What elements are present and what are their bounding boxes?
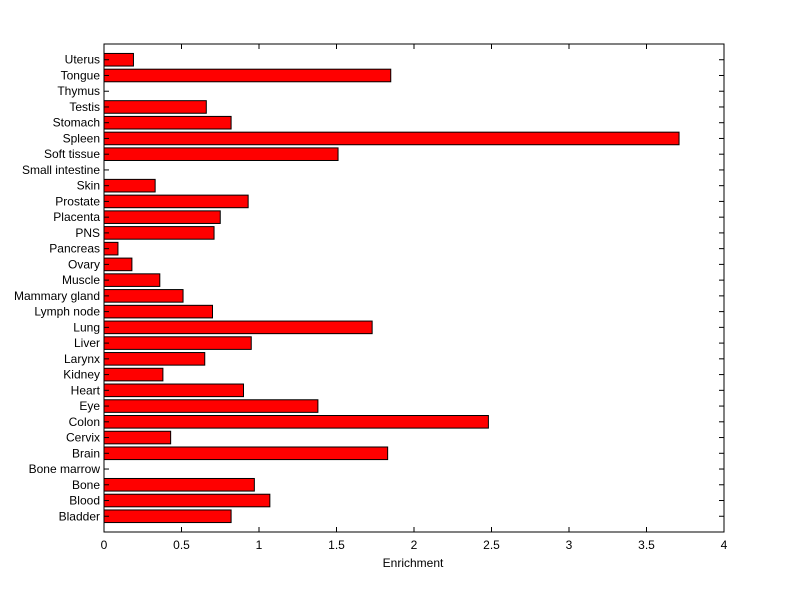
y-tick-label: Brain	[72, 446, 100, 460]
y-tick-label: Ovary	[68, 257, 100, 271]
bar-bone	[103, 477, 255, 492]
bar-mammary-gland	[103, 289, 184, 303]
bar-prostate	[103, 194, 249, 209]
bar-kidney	[103, 367, 164, 382]
y-tick-label: PNS	[75, 226, 100, 240]
y-tick-label: Prostate	[55, 194, 100, 208]
bar-soft-tissue	[103, 147, 339, 161]
y-tick-label: Larynx	[64, 352, 100, 366]
y-tick-label: Muscle	[62, 273, 100, 287]
x-tick-label: 3	[566, 538, 573, 552]
x-tick-label: 2.5	[483, 538, 500, 552]
x-tick-label: 1	[256, 538, 263, 552]
y-tick-label: Testis	[69, 100, 100, 114]
y-tick-label: Lung	[73, 320, 100, 334]
y-tick-label: Placenta	[53, 210, 100, 224]
x-tick-label: 4	[721, 538, 728, 552]
bar-testis	[103, 100, 207, 114]
y-tick-label: Stomach	[53, 116, 100, 130]
bar-liver	[103, 336, 252, 350]
y-tick-label: Thymus	[57, 84, 100, 98]
x-tick-label: 0	[101, 538, 108, 552]
x-tick-label: 0.5	[173, 538, 190, 552]
bar-stomach	[103, 115, 232, 130]
y-tick-label: Tongue	[61, 68, 101, 82]
bar-eye	[103, 399, 319, 413]
y-tick-label: Soft tissue	[44, 147, 100, 161]
y-tick-label: Kidney	[63, 368, 100, 382]
bar-cervix	[103, 430, 172, 445]
y-tick-label: Uterus	[65, 53, 100, 67]
ticks-group	[103, 44, 725, 532]
bar-pns	[103, 226, 215, 240]
bars-group	[103, 52, 680, 524]
y-tick-label: Spleen	[63, 131, 100, 145]
y-tick-label: Pancreas	[49, 242, 100, 256]
y-tick-label: Eye	[79, 399, 100, 413]
bar-tongue	[103, 68, 392, 83]
x-tick-label: 1.5	[328, 538, 345, 552]
y-tick-label: Bone	[72, 478, 100, 492]
bar-bladder	[103, 509, 232, 524]
y-tick-label: Bone marrow	[29, 462, 101, 476]
bar-muscle	[103, 273, 161, 287]
bar-brain	[103, 446, 389, 461]
y-tick-label: Blood	[69, 494, 100, 508]
bar-skin	[103, 178, 156, 193]
y-tick-label: Bladder	[59, 509, 100, 523]
y-tick-label: Skin	[77, 179, 100, 193]
x-axis-label: Enrichment	[383, 556, 444, 570]
bar-heart	[103, 383, 244, 398]
bar-placenta	[103, 210, 221, 224]
bar-larynx	[103, 352, 206, 366]
bar-blood	[103, 493, 271, 508]
x-tick-label: 3.5	[638, 538, 655, 552]
y-tick-label: Colon	[69, 415, 100, 429]
y-tick-label: Heart	[71, 383, 101, 397]
y-tick-label: Cervix	[66, 431, 100, 445]
bar-colon	[103, 415, 489, 429]
y-tick-label: Lymph node	[34, 305, 100, 319]
bar-spleen	[103, 131, 680, 146]
bar-lymph-node	[103, 304, 213, 319]
y-tick-label: Mammary gland	[14, 289, 100, 303]
x-tick-label: 2	[411, 538, 418, 552]
y-tick-label: Liver	[74, 336, 100, 350]
bar-lung	[103, 320, 373, 335]
y-tick-label: Small intestine	[22, 163, 100, 177]
